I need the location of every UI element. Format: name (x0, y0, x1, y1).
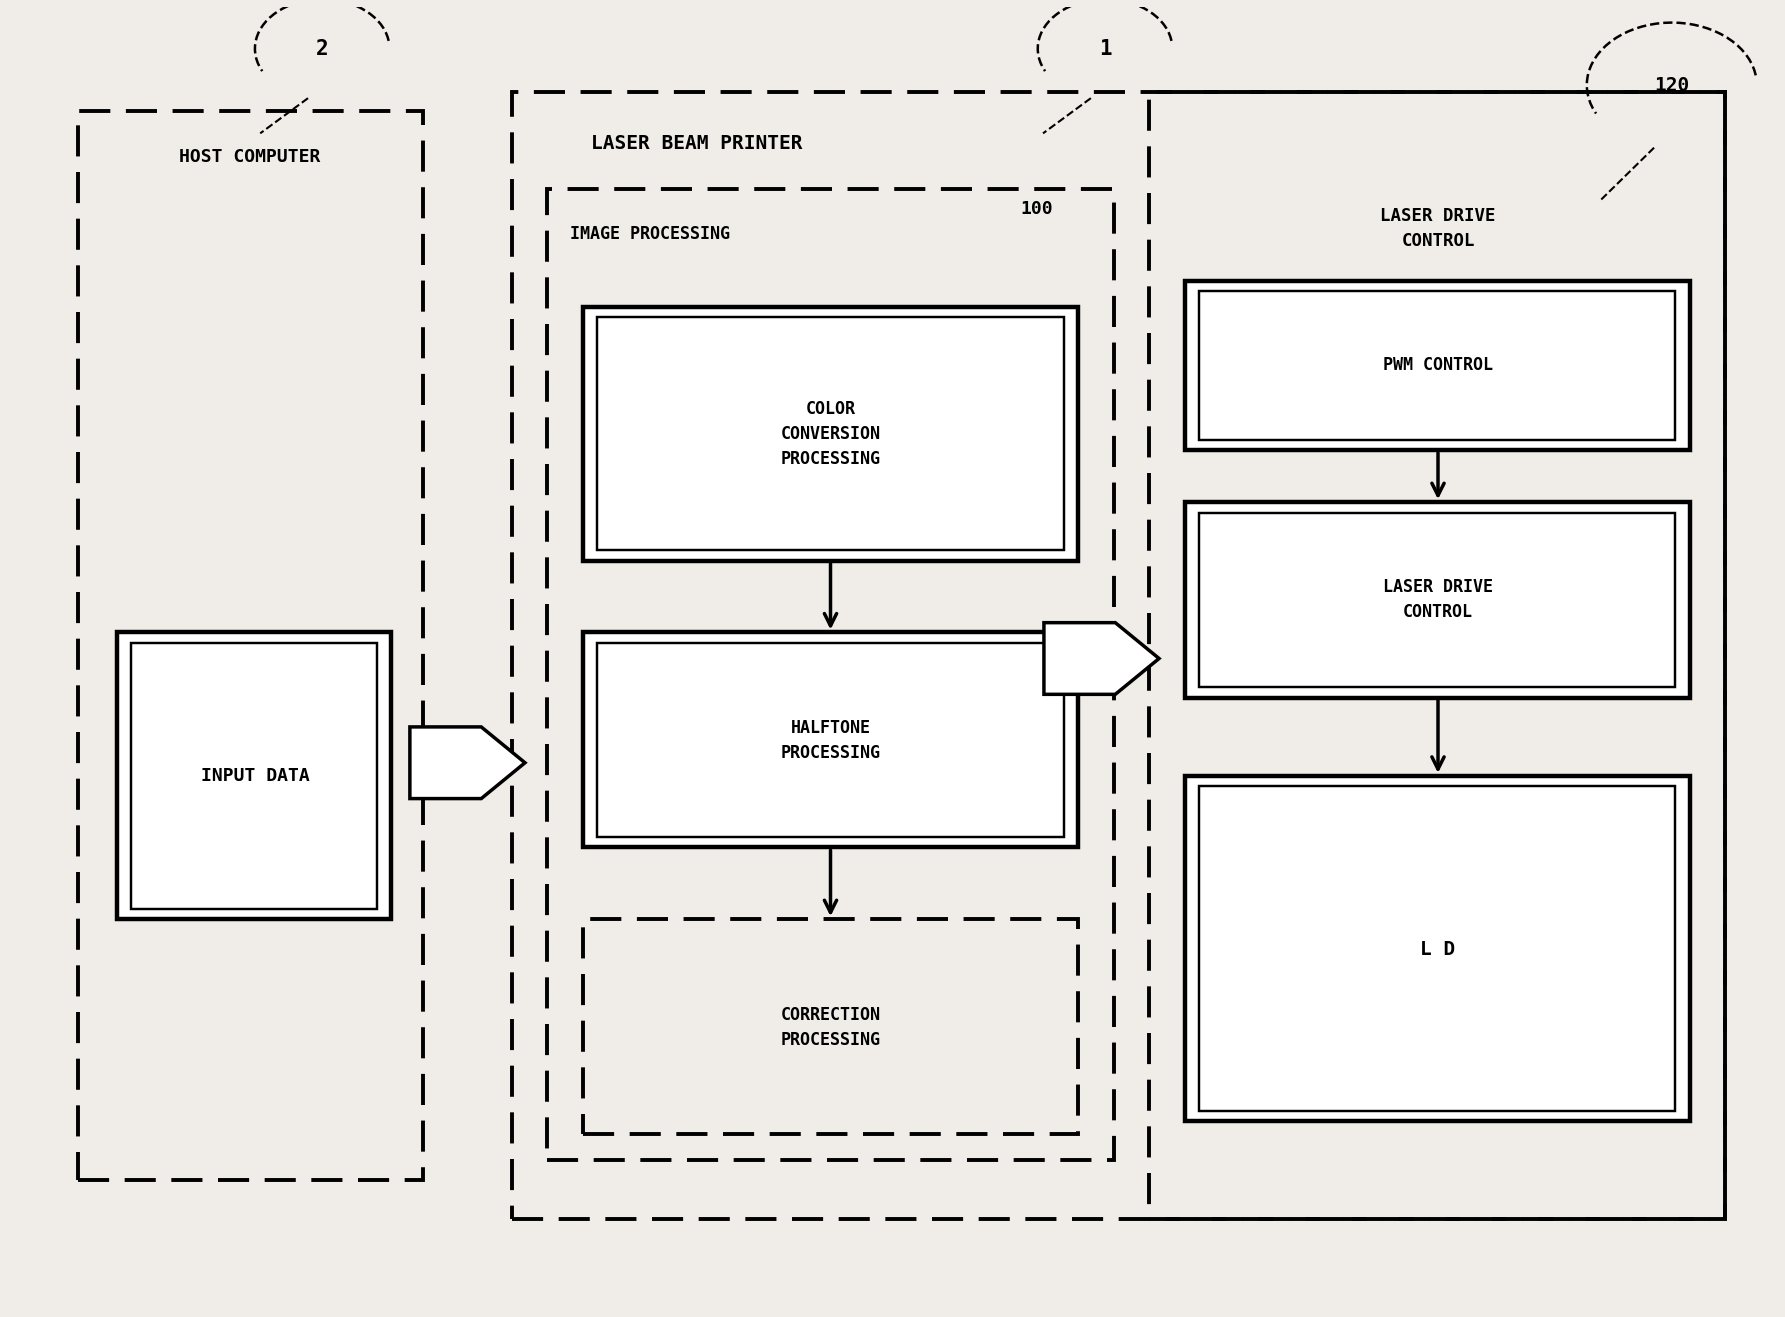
Text: L D: L D (1421, 939, 1455, 959)
Text: IMAGE PROCESSING: IMAGE PROCESSING (569, 225, 730, 242)
Bar (1150, 92, 1724, 1218)
Text: INPUT DATA: INPUT DATA (200, 766, 309, 785)
Bar (1200, 786, 1676, 1110)
Bar (1185, 281, 1689, 450)
Text: 2: 2 (316, 38, 328, 59)
Bar (596, 643, 1064, 838)
Text: LASER BEAM PRINTER: LASER BEAM PRINTER (591, 134, 803, 153)
Text: LASER DRIVE
CONTROL: LASER DRIVE CONTROL (1380, 207, 1496, 250)
Bar (582, 632, 1078, 847)
Bar (596, 317, 1064, 551)
Text: HALFTONE
PROCESSING: HALFTONE PROCESSING (780, 719, 880, 763)
Bar (582, 307, 1078, 561)
Bar (1185, 502, 1689, 698)
Polygon shape (1044, 623, 1158, 694)
Text: CORRECTION
PROCESSING: CORRECTION PROCESSING (780, 1006, 880, 1048)
Text: HOST COMPUTER: HOST COMPUTER (178, 148, 320, 166)
Text: LASER DRIVE
CONTROL: LASER DRIVE CONTROL (1383, 578, 1492, 622)
Bar (1200, 291, 1676, 440)
Bar (512, 92, 1724, 1218)
Text: 1: 1 (1100, 38, 1112, 59)
Bar (582, 919, 1078, 1134)
Bar (79, 111, 423, 1180)
Polygon shape (411, 727, 525, 798)
Bar (548, 190, 1114, 1160)
Bar (130, 643, 377, 909)
Bar (116, 632, 391, 919)
Text: 100: 100 (1019, 200, 1053, 217)
Text: COLOR
CONVERSION
PROCESSING: COLOR CONVERSION PROCESSING (780, 400, 880, 469)
Text: 120: 120 (1655, 75, 1689, 95)
Text: PWM CONTROL: PWM CONTROL (1383, 357, 1492, 374)
Bar (1200, 512, 1676, 687)
Bar (1185, 776, 1689, 1121)
